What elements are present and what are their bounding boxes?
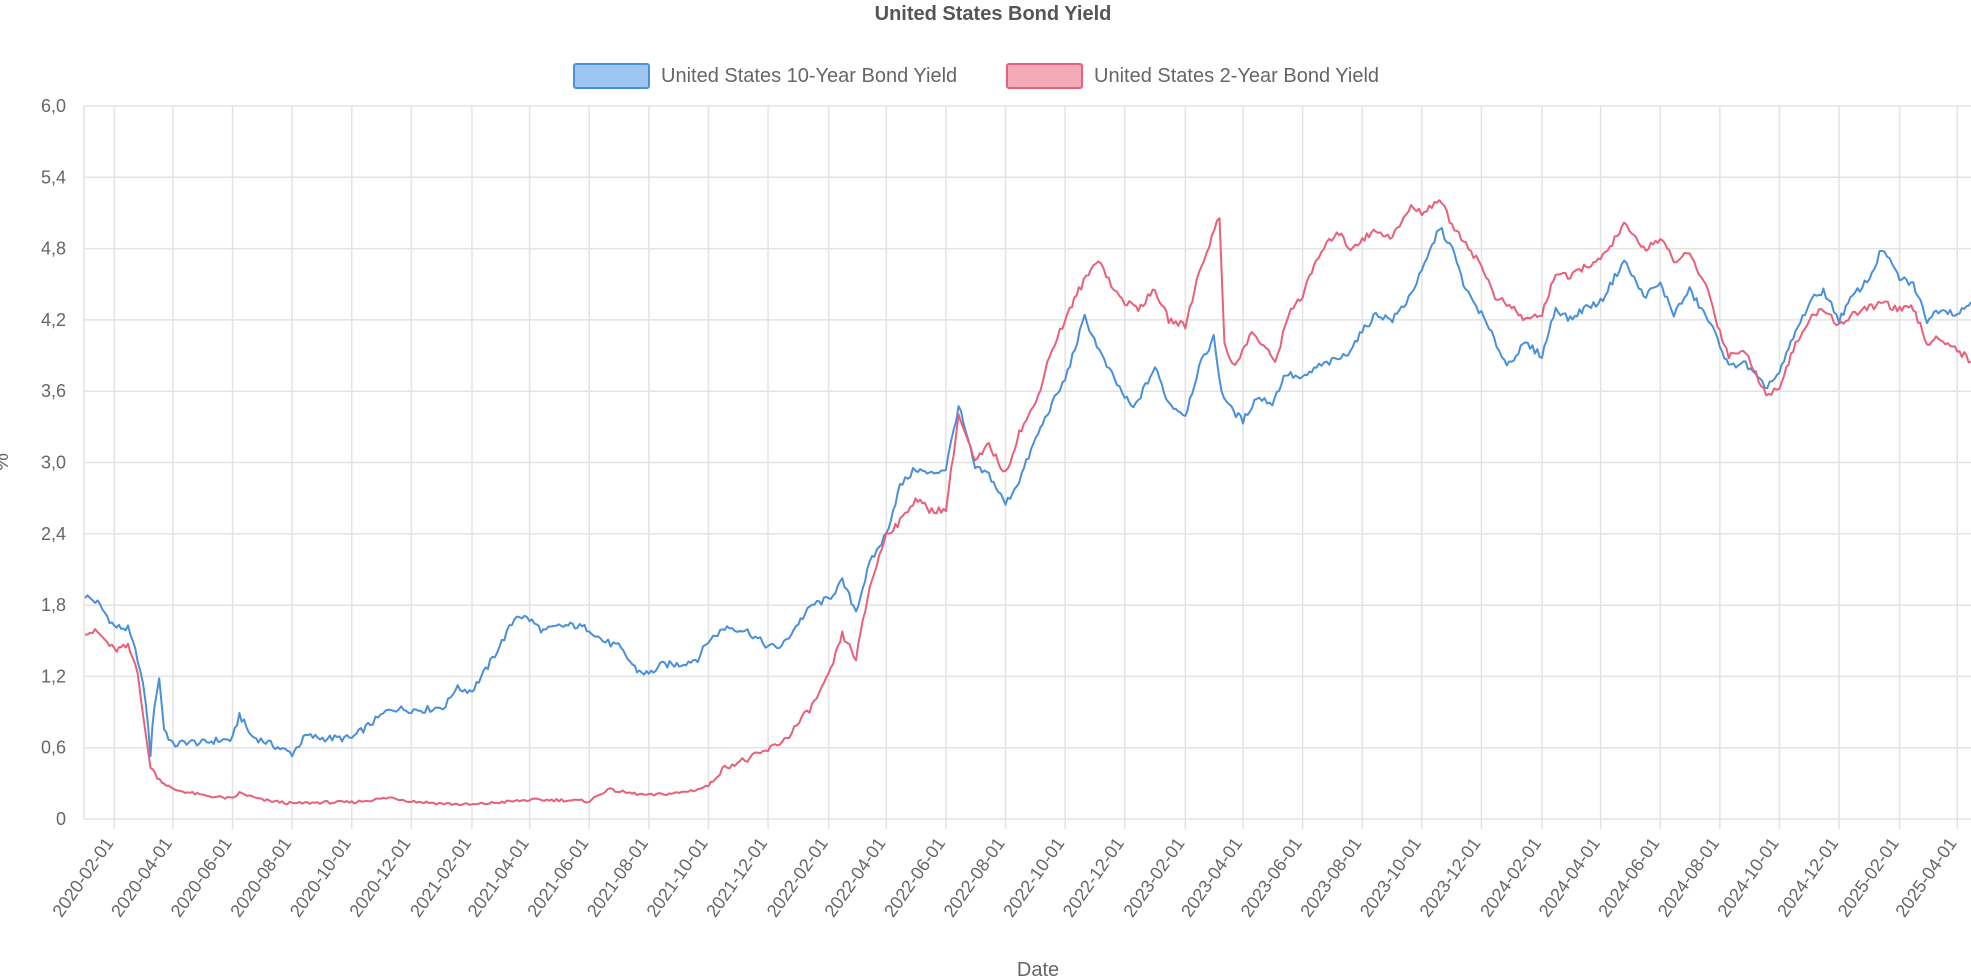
x-tick-label: 2024-06-01 xyxy=(1594,834,1663,921)
gridlines xyxy=(83,105,1971,829)
y-tick-label: 3,6 xyxy=(41,381,66,401)
y-tick-label: 1,2 xyxy=(41,666,66,686)
x-tick-label: 2020-10-01 xyxy=(286,834,355,921)
y-tick-label: 5,4 xyxy=(41,167,66,187)
x-tick-label: 2024-04-01 xyxy=(1535,834,1604,921)
y-axis-ticks: 0 0,6 1,2 1,8 2,4 3,0 3,6 4,2 4,8 5,4 6,0 xyxy=(41,96,66,829)
x-tick-label: 2022-10-01 xyxy=(999,834,1068,921)
legend-label-10-year: United States 10-Year Bond Yield xyxy=(661,65,957,87)
x-tick-label: 2022-06-01 xyxy=(880,834,949,921)
x-axis-title: Date xyxy=(1017,959,1059,979)
x-tick-label: 2021-06-01 xyxy=(523,834,592,921)
y-tick-label: 1,8 xyxy=(41,595,66,615)
x-tick-label: 2023-06-01 xyxy=(1237,834,1306,921)
x-tick-label: 2021-10-01 xyxy=(643,834,712,921)
x-axis-ticks: 2020-02-012020-04-012020-06-012020-08-01… xyxy=(48,834,1960,921)
x-tick-label: 2021-12-01 xyxy=(702,834,771,921)
x-tick-label: 2024-12-01 xyxy=(1773,834,1842,921)
x-tick-label: 2024-10-01 xyxy=(1714,834,1783,921)
y-tick-label: 6,0 xyxy=(41,96,66,116)
x-tick-label: 2020-04-01 xyxy=(107,834,176,921)
chart-legend: United States 10-Year Bond Yield United … xyxy=(573,63,1379,89)
y-tick-label: 3,0 xyxy=(41,453,66,473)
x-tick-label: 2020-08-01 xyxy=(226,834,295,921)
y-tick-label: 0 xyxy=(56,809,66,829)
y-axis-title: % xyxy=(0,453,13,471)
legend-label-2-year: United States 2-Year Bond Yield xyxy=(1094,65,1379,87)
series-line-10-year xyxy=(84,227,1971,758)
y-tick-label: 4,8 xyxy=(41,239,66,259)
x-tick-label: 2022-08-01 xyxy=(940,834,1009,921)
y-tick-label: 0,6 xyxy=(41,738,66,758)
series-line-2-year xyxy=(84,199,1971,807)
series-lines xyxy=(84,199,1971,807)
legend-item-10-year[interactable]: United States 10-Year Bond Yield xyxy=(573,63,957,89)
x-tick-label: 2020-06-01 xyxy=(167,834,236,921)
x-tick-label: 2020-12-01 xyxy=(345,834,414,921)
x-tick-label: 2023-08-01 xyxy=(1296,834,1365,921)
x-tick-label: 2022-12-01 xyxy=(1059,834,1128,921)
legend-swatch-2-year xyxy=(1006,63,1083,89)
y-tick-label: 2,4 xyxy=(41,524,66,544)
x-tick-label: 2023-12-01 xyxy=(1415,834,1484,921)
x-tick-label: 2023-10-01 xyxy=(1356,834,1425,921)
x-tick-label: 2024-08-01 xyxy=(1654,834,1723,921)
legend-swatch-10-year xyxy=(573,63,650,89)
legend-item-2-year[interactable]: United States 2-Year Bond Yield xyxy=(1006,63,1379,89)
chart-title: United States Bond Yield xyxy=(875,3,1112,25)
x-tick-label: 2021-08-01 xyxy=(583,834,652,921)
y-tick-label: 4,2 xyxy=(41,310,66,330)
